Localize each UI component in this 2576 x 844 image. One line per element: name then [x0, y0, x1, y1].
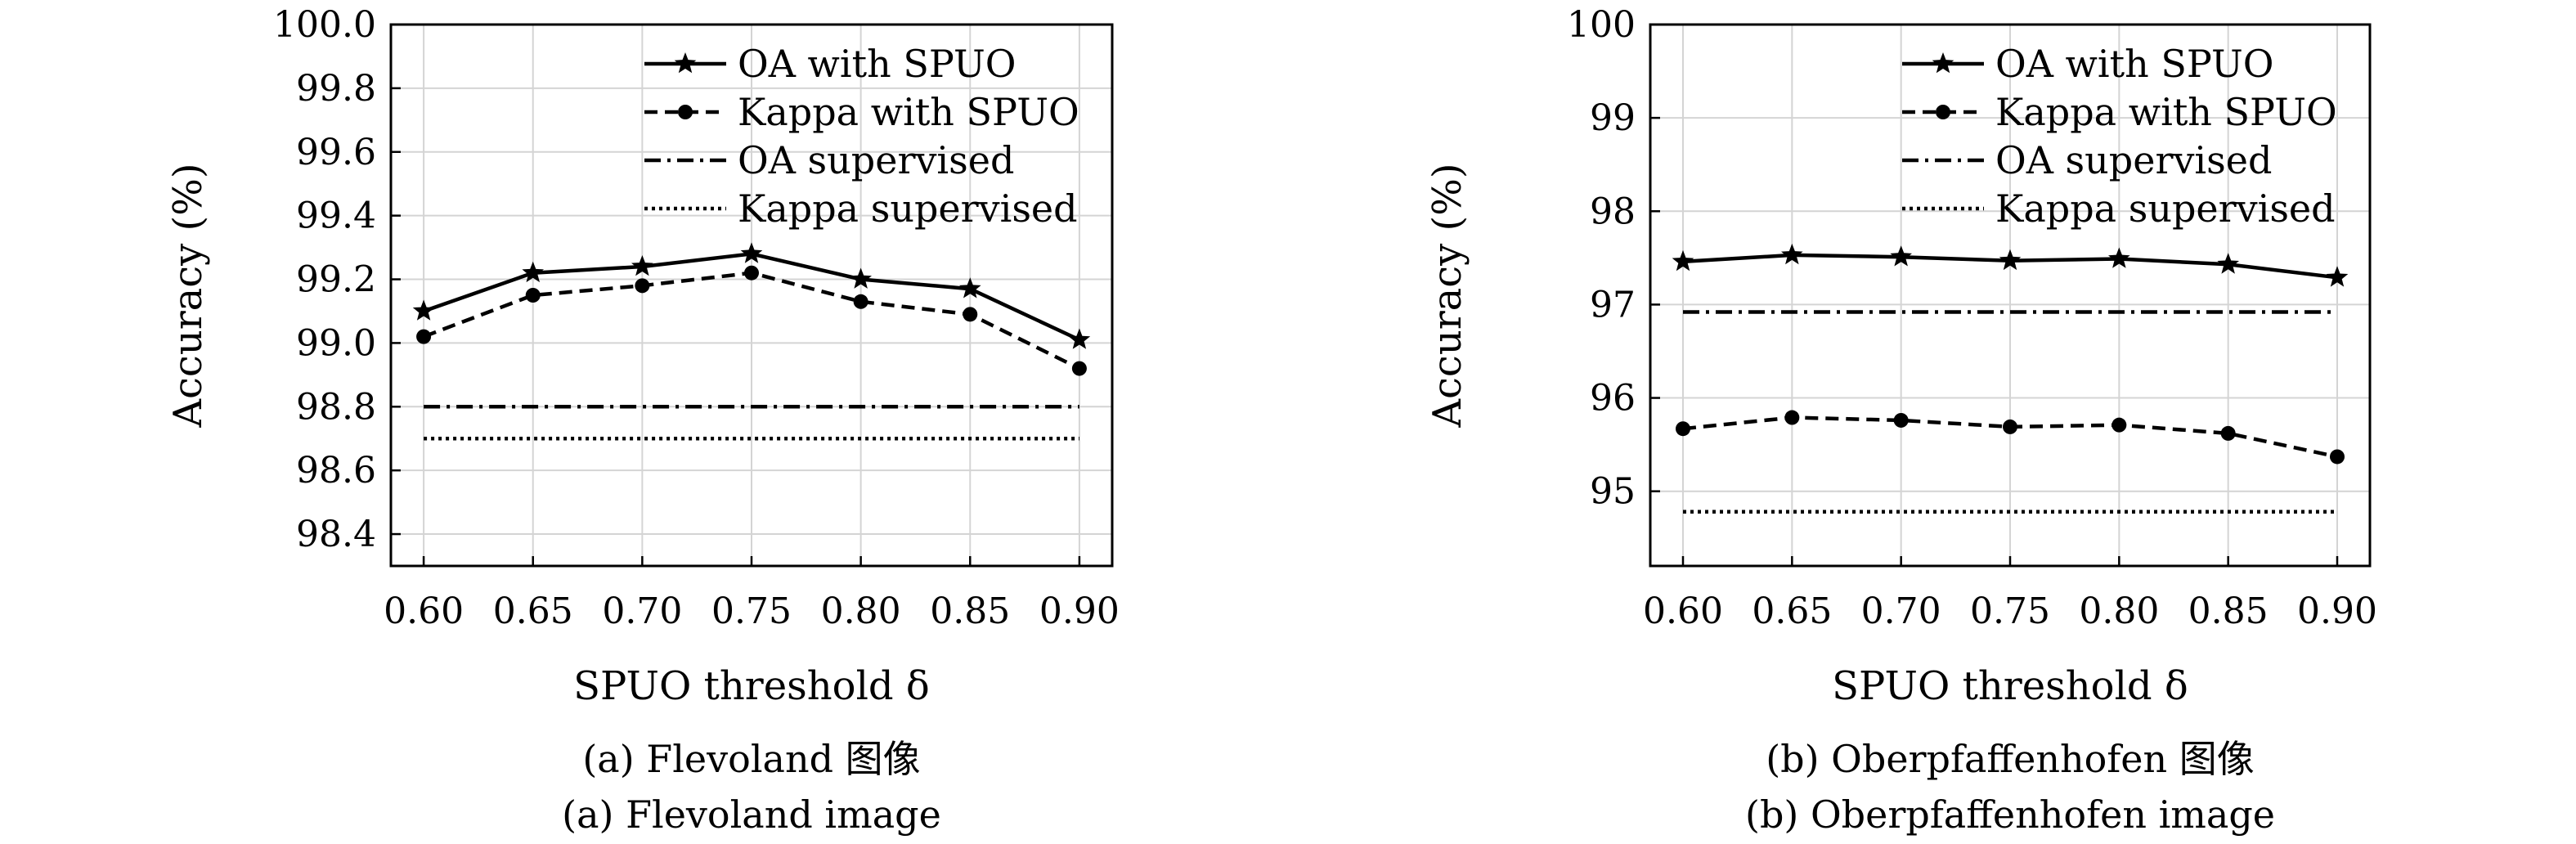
- caption-english: (b) Oberpfaffenhofen image: [1745, 792, 2275, 837]
- legend-label: OA supervised: [738, 138, 1014, 182]
- y-tick-label: 98.8: [296, 386, 376, 428]
- data-point-star: [1999, 249, 2022, 271]
- y-tick-label: 99.4: [296, 195, 376, 237]
- data-point-circle: [2112, 417, 2127, 433]
- data-point-circle: [416, 329, 432, 344]
- data-point-circle: [1676, 421, 1690, 437]
- data-point-circle: [2003, 419, 2017, 434]
- x-tick-label: 0.80: [821, 590, 901, 632]
- x-tick-label: 0.60: [384, 590, 464, 632]
- x-tick-label: 0.90: [1039, 590, 1120, 632]
- y-tick-label: 99: [1590, 97, 1636, 139]
- data-point-star: [1672, 249, 1694, 272]
- y-tick-label: 97: [1590, 284, 1636, 325]
- data-point-star: [959, 277, 981, 299]
- x-tick-label: 0.70: [602, 590, 682, 632]
- y-tick-label: 98.4: [296, 514, 376, 555]
- y-tick-label: 96: [1590, 378, 1636, 420]
- x-tick-label: 0.85: [2188, 590, 2269, 632]
- x-tick-label: 0.70: [1861, 590, 1941, 632]
- y-tick-label: 100.0: [273, 4, 376, 46]
- data-point-circle: [1071, 361, 1087, 376]
- data-point-circle: [1784, 410, 1800, 425]
- series-oa-with-spuo: [1672, 243, 2349, 287]
- y-tick-label: 99.0: [296, 322, 376, 364]
- y-tick-label: 100: [1567, 4, 1636, 46]
- data-point-star: [2217, 253, 2239, 274]
- legend-label: Kappa supervised: [738, 186, 1078, 231]
- caption-english: (a) Flevoland image: [562, 792, 941, 837]
- x-tick-label: 0.60: [1643, 590, 1723, 632]
- x-axis-label: SPUO threshold δ: [1832, 663, 2188, 709]
- grid: [1650, 24, 2370, 566]
- x-tick-label: 0.75: [711, 590, 792, 632]
- data-point-circle: [635, 278, 650, 294]
- data-point-star: [1781, 243, 1803, 265]
- legend-marker-star: [1932, 52, 1954, 74]
- data-point-circle: [2330, 449, 2345, 465]
- y-tick-label: 99.8: [296, 68, 376, 110]
- data-point-star: [1890, 245, 1912, 267]
- x-axis-label: SPUO threshold δ: [573, 663, 930, 709]
- data-point-circle: [963, 307, 978, 322]
- x-tick-label: 0.80: [2079, 590, 2159, 632]
- y-tick-label: 99.6: [296, 132, 376, 173]
- y-tick-label: 95: [1590, 471, 1636, 513]
- legend-marker-circle: [1936, 105, 1950, 119]
- plot-frame: [1649, 23, 2372, 568]
- y-tick-label: 98: [1590, 191, 1636, 232]
- x-tick-label: 0.85: [930, 590, 1010, 632]
- chart-panel-a: 0.60 0.65 0.70 0.75 0.80 0.85 0.90 98.4 98.6 98.8…: [165, 4, 1120, 837]
- legend-label: OA with SPUO: [1995, 42, 2274, 86]
- data-point-star: [412, 299, 435, 321]
- data-point-star: [522, 261, 544, 283]
- data-point-star: [2108, 247, 2130, 268]
- chart-panel-b: 0.60 0.65 0.70 0.75 0.80 0.85 0.90 95 96 97 98 99 10…: [1425, 4, 2377, 837]
- x-tick-label: 0.65: [493, 590, 573, 632]
- y-axis-label: Accuracy (%): [165, 163, 211, 428]
- series-kappa-with-spuo: [416, 265, 1087, 376]
- data-point-star: [631, 255, 653, 276]
- caption-chinese: (a) Flevoland 图像: [582, 737, 920, 781]
- legend-label: Kappa with SPUO: [1995, 90, 2337, 134]
- x-tick-label: 0.75: [1970, 590, 2050, 632]
- data-point-circle: [744, 265, 759, 281]
- y-axis-label: Accuracy (%): [1425, 163, 1470, 428]
- series-oa-with-spuo: [412, 242, 1091, 349]
- data-point-star: [850, 267, 872, 289]
- plot-frame: [389, 23, 1114, 568]
- legend-label: OA supervised: [1995, 138, 2272, 182]
- caption-chinese: (b) Oberpfaffenhofen 图像: [1766, 737, 2255, 781]
- legend-label: Kappa with SPUO: [738, 90, 1079, 134]
- data-point-circle: [1893, 412, 1909, 428]
- data-point-star: [1068, 328, 1091, 349]
- y-tick-label: 99.2: [296, 259, 376, 301]
- data-point-circle: [525, 288, 541, 303]
- legend-label: OA with SPUO: [738, 42, 1016, 86]
- legend-marker-star: [674, 52, 697, 74]
- legend-label: Kappa supervised: [1995, 186, 2336, 231]
- y-tick-label: 98.6: [296, 450, 376, 492]
- legend-marker-circle: [678, 105, 693, 119]
- x-tick-label: 0.65: [1752, 590, 1832, 632]
- x-tick-label: 0.90: [2297, 590, 2377, 632]
- data-point-circle: [2220, 425, 2236, 441]
- series-kappa-with-spuo: [1676, 410, 2345, 465]
- data-point-star: [740, 242, 763, 263]
- data-point-circle: [853, 294, 868, 309]
- data-point-star: [2326, 266, 2349, 287]
